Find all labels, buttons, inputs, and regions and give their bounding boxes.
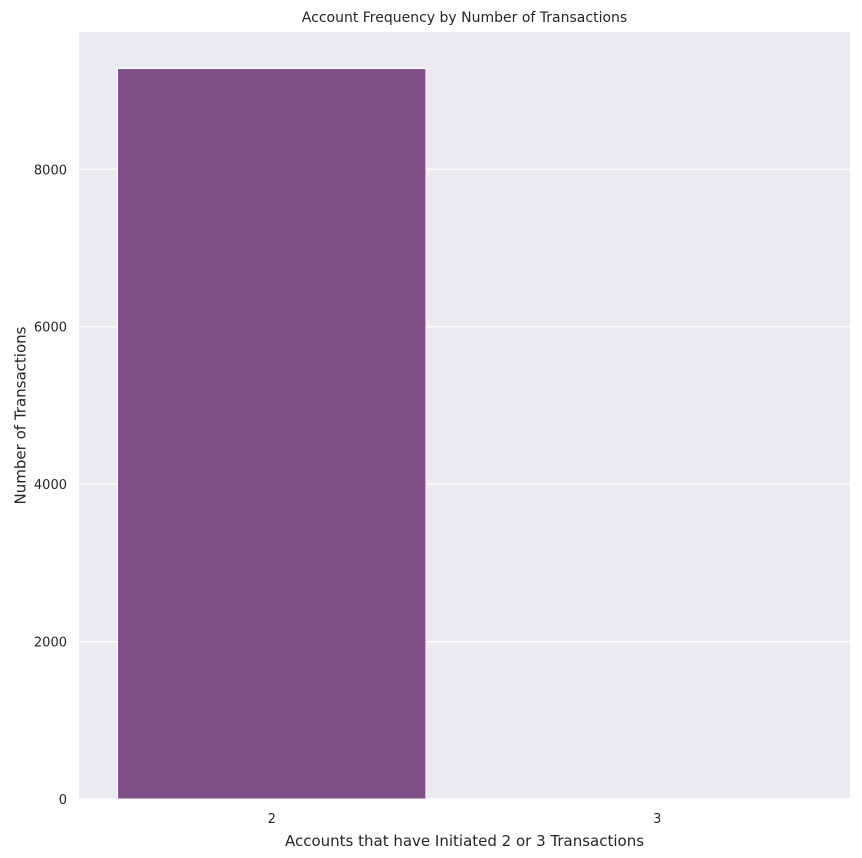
y-tick-label: 0 [59, 793, 67, 808]
y-tick-label: 8000 [34, 163, 67, 178]
bar-2 [117, 68, 427, 800]
y-tick-label: 4000 [34, 478, 67, 493]
y-tick-label: 2000 [34, 636, 67, 651]
y-axis-ticks: 0 2000 4000 6000 8000 [34, 163, 67, 808]
chart-title: Account Frequency by Number of Transacti… [302, 10, 627, 26]
x-tick-label: 2 [268, 812, 276, 827]
bars [117, 68, 427, 800]
y-axis-label: Number of Transactions [11, 326, 29, 504]
x-tick-label: 3 [653, 812, 661, 827]
x-axis-label: Accounts that have Initiated 2 or 3 Tran… [285, 832, 644, 850]
y-tick-label: 6000 [34, 321, 67, 336]
